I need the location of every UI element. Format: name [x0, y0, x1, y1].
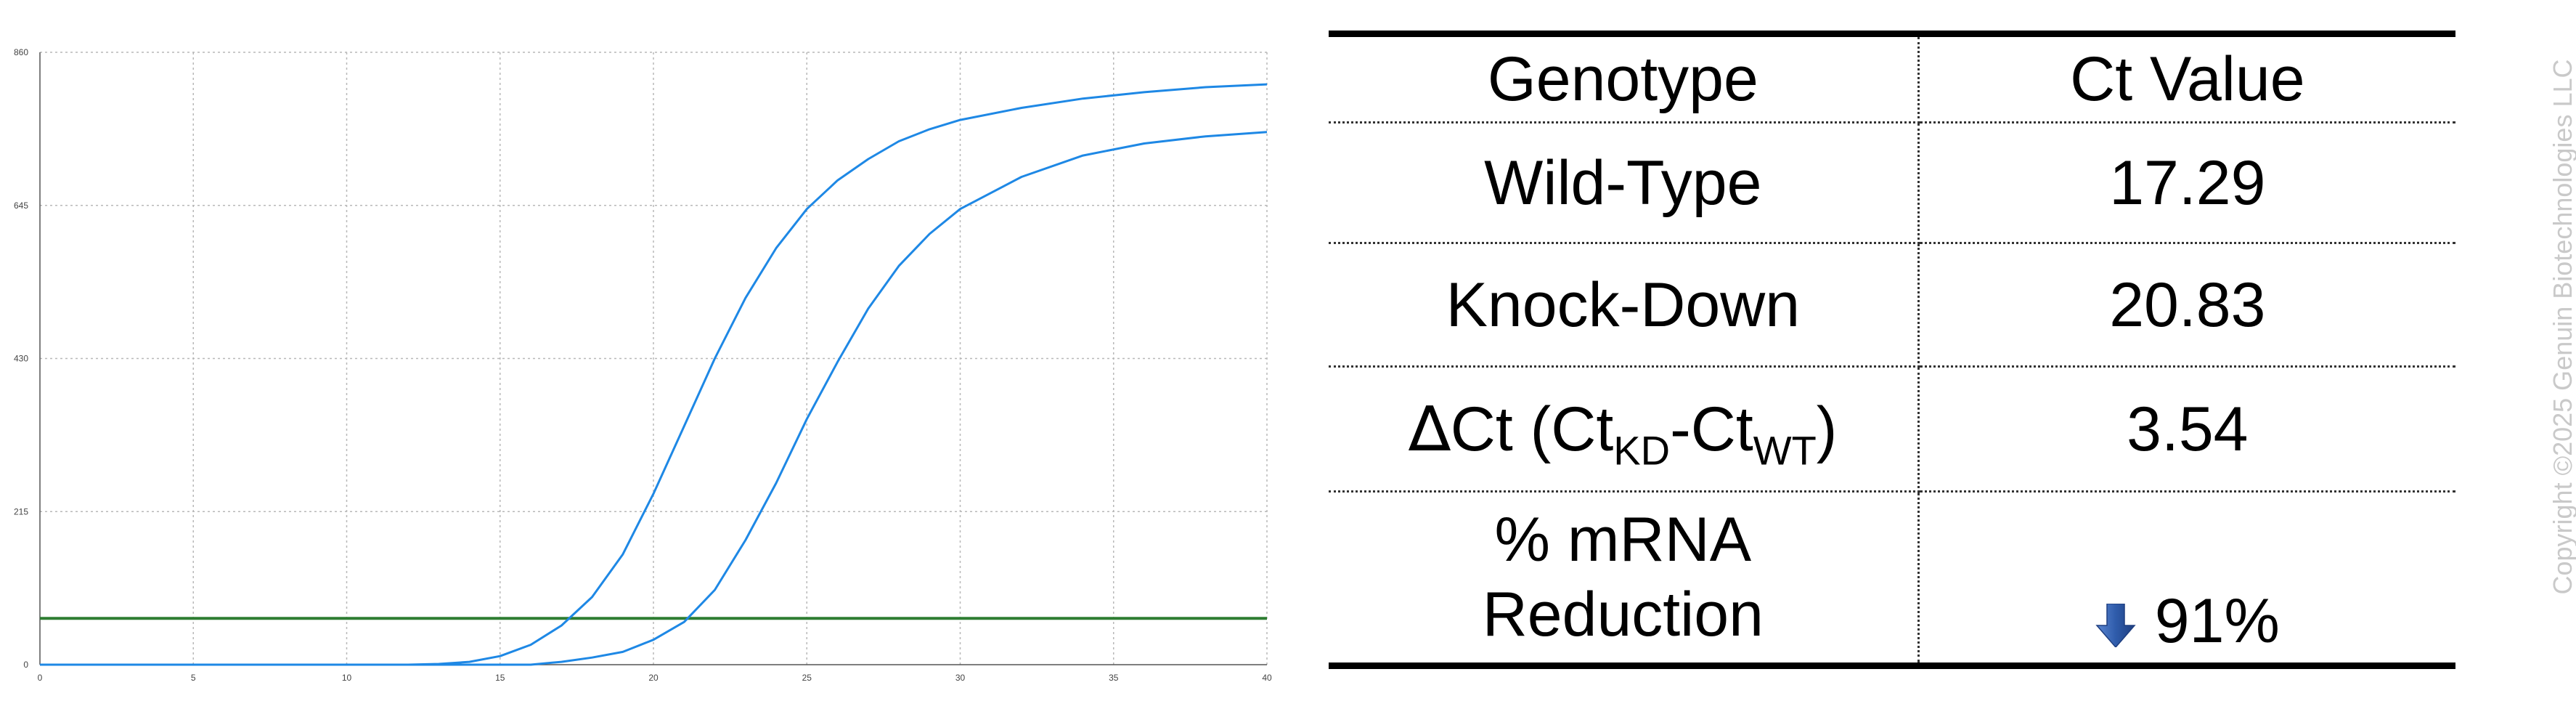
genotype-cell: Wild-Type — [1329, 122, 1920, 244]
delta-ct-sub-wt: WT — [1753, 427, 1817, 474]
chart-series — [40, 83, 1268, 666]
ct-value-cell: 3.54 — [1918, 366, 2455, 493]
amplification-curve-1 — [40, 83, 1268, 666]
y-tick-label: 215 — [14, 506, 28, 516]
table-row: Wild-Type 17.29 — [1329, 122, 2455, 244]
chart-tick-labels: 0 5 10 15 20 25 30 35 40 0 215 430 645 860 — [14, 47, 1272, 683]
down-arrow-icon — [2095, 603, 2136, 647]
delta-ct-cell: ∆Ct (CtKD-CtWT) — [1329, 366, 1920, 493]
x-tick-label: 40 — [1262, 673, 1272, 683]
x-tick-label: 10 — [342, 673, 352, 683]
table-header-row: Genotype Ct Value — [1329, 33, 2455, 123]
delta-ct-end: ) — [1816, 394, 1838, 464]
x-tick-label: 25 — [802, 673, 812, 683]
y-tick-label: 430 — [14, 354, 28, 364]
table-row: Knock-Down 20.83 — [1329, 243, 2455, 368]
reduction-label-cell: % mRNA Reduction — [1329, 491, 1920, 666]
header-genotype: Genotype — [1329, 33, 1920, 123]
amplification-chart: 0 5 10 15 20 25 30 35 40 0 215 430 645 860 — [14, 47, 1272, 683]
ct-value-cell: 17.29 — [1918, 122, 2455, 244]
x-tick-label: 5 — [191, 673, 196, 683]
x-tick-label: 20 — [648, 673, 659, 683]
delta-symbol: ∆ — [1409, 392, 1451, 466]
copyright-text: Copyright ©2025 Genuin Biotechnologies L… — [2548, 59, 2576, 595]
x-tick-label: 0 — [38, 673, 43, 683]
chart-grid — [40, 52, 1268, 665]
y-tick-label: 645 — [14, 200, 28, 211]
delta-ct-sub-kd: KD — [1613, 427, 1671, 474]
delta-ct-main: Ct (Ct — [1450, 394, 1614, 464]
x-tick-label: 30 — [955, 673, 966, 683]
ct-value-cell: 20.83 — [1918, 243, 2455, 368]
x-tick-label: 15 — [495, 673, 505, 683]
y-tick-label: 860 — [14, 47, 28, 57]
reduction-value: 91% — [2154, 586, 2280, 656]
table-row: ∆Ct (CtKD-CtWT) 3.54 — [1329, 366, 2455, 493]
y-tick-label: 0 — [23, 660, 28, 670]
reduction-label-line1: % mRNA — [1494, 504, 1752, 575]
amplification-curve-2 — [40, 131, 1268, 666]
reduction-label-line2: Reduction — [1482, 580, 1764, 649]
header-ct-value: Ct Value — [1918, 33, 2455, 123]
table-row: % mRNA Reduction 91% — [1329, 491, 2455, 666]
x-tick-label: 35 — [1109, 673, 1119, 683]
reduction-value-cell: 91% — [1918, 492, 2455, 666]
ct-value-table: Genotype Ct Value Wild-Type 17.29 Knock-… — [1329, 31, 2455, 669]
delta-ct-mid: -Ct — [1670, 394, 1753, 464]
genotype-cell: Knock-Down — [1329, 243, 1920, 368]
